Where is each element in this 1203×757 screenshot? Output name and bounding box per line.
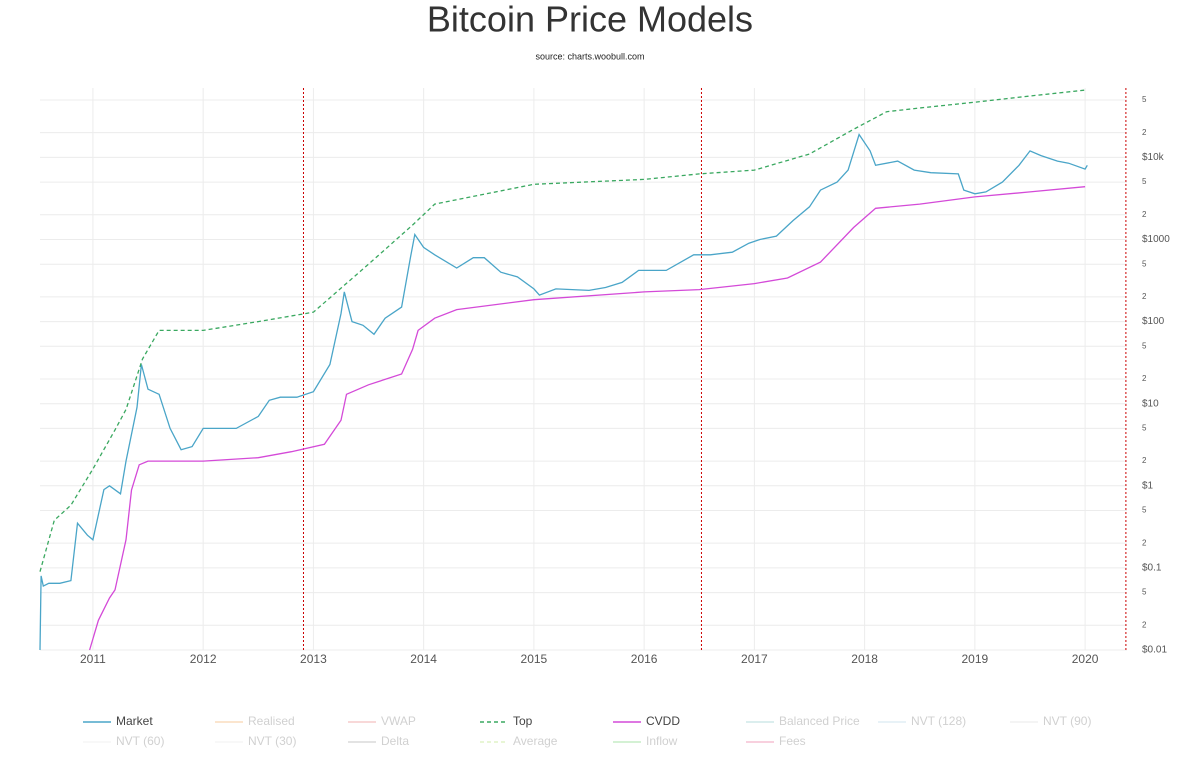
legend-item: NVT (90) <box>1010 714 1091 728</box>
legend-item: NVT (128) <box>878 714 966 728</box>
x-tick-label: 2018 <box>851 652 878 666</box>
legend-item: CVDD <box>613 714 680 728</box>
y-tick-label: 5 <box>1142 506 1147 515</box>
y-tick-label: 2 <box>1142 210 1147 219</box>
y-tick-label: 2 <box>1142 620 1147 629</box>
legend-item: VWAP <box>348 714 416 728</box>
legend-item: Average <box>480 734 558 748</box>
chart-subtitle: source: charts.woobull.com <box>535 51 644 61</box>
y-tick-label: 5 <box>1142 177 1147 186</box>
y-tick-label: $1000 <box>1142 234 1170 245</box>
legend-label: NVT (30) <box>248 734 296 748</box>
legend-label: Top <box>513 714 533 728</box>
y-tick-label: $10 <box>1142 398 1159 409</box>
legend-label: Market <box>116 714 153 728</box>
series-line <box>39 133 1088 651</box>
chart-title: Bitcoin Price Models <box>427 0 753 40</box>
legend-label: Delta <box>381 734 409 748</box>
series-line <box>39 89 1086 572</box>
x-tick-label: 2015 <box>521 652 548 666</box>
x-tick-label: 2016 <box>631 652 658 666</box>
legend-label: Realised <box>248 714 295 728</box>
legend-item: Balanced Price <box>746 714 860 728</box>
y-tick-label: 2 <box>1142 374 1147 383</box>
legend-label: Balanced Price <box>779 714 860 728</box>
legend-label: Inflow <box>646 734 678 748</box>
y-tick-label: 5 <box>1142 424 1147 433</box>
legend-label: VWAP <box>381 714 416 728</box>
y-tick-label: 2 <box>1142 128 1147 137</box>
legend-label: NVT (128) <box>911 714 966 728</box>
x-tick-label: 2012 <box>190 652 217 666</box>
x-tick-label: 2011 <box>80 652 106 666</box>
legend-label: CVDD <box>646 714 680 728</box>
legend-item: Fees <box>746 734 806 748</box>
x-tick-label: 2020 <box>1072 652 1099 666</box>
y-tick-label: $0.1 <box>1142 563 1162 574</box>
x-tick-label: 2014 <box>410 652 437 666</box>
y-tick-label: $100 <box>1142 316 1165 327</box>
legend-label: Average <box>513 734 558 748</box>
x-tick-label: 2013 <box>300 652 327 666</box>
legend-item: Top <box>480 714 533 728</box>
legend-item: Delta <box>348 734 409 748</box>
y-tick-label: 2 <box>1142 538 1147 547</box>
legend-item: Market <box>83 714 153 728</box>
legend-item: Inflow <box>613 734 678 748</box>
y-tick-label: $1 <box>1142 480 1154 491</box>
legend-label: NVT (90) <box>1043 714 1091 728</box>
legend-item: Realised <box>215 714 295 728</box>
x-tick-label: 2017 <box>741 652 768 666</box>
legend-label: Fees <box>779 734 806 748</box>
legend-label: NVT (60) <box>116 734 164 748</box>
y-tick-label: $0.01 <box>1142 645 1167 656</box>
legend-item: NVT (30) <box>215 734 296 748</box>
y-tick-label: 5 <box>1142 95 1147 104</box>
y-tick-label: 2 <box>1142 456 1147 465</box>
x-tick-label: 2019 <box>962 652 989 666</box>
y-tick-label: 5 <box>1142 259 1147 268</box>
legend-item: NVT (60) <box>83 734 164 748</box>
y-tick-label: 5 <box>1142 588 1147 597</box>
series-line <box>88 186 1086 651</box>
y-tick-label: 2 <box>1142 292 1147 301</box>
y-tick-label: 5 <box>1142 341 1147 350</box>
y-tick-label: $10k <box>1142 152 1165 163</box>
